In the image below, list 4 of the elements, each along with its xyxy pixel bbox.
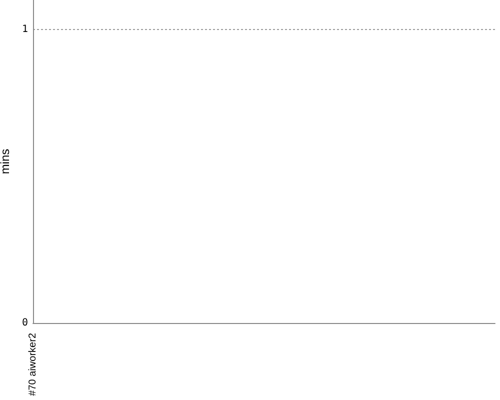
x-tick-label: #70 aiworker2 — [28, 332, 38, 396]
y-tick-label: 1 — [22, 24, 28, 35]
y-tick-label: 0 — [22, 318, 28, 328]
y-axis-title: mins — [0, 148, 12, 174]
